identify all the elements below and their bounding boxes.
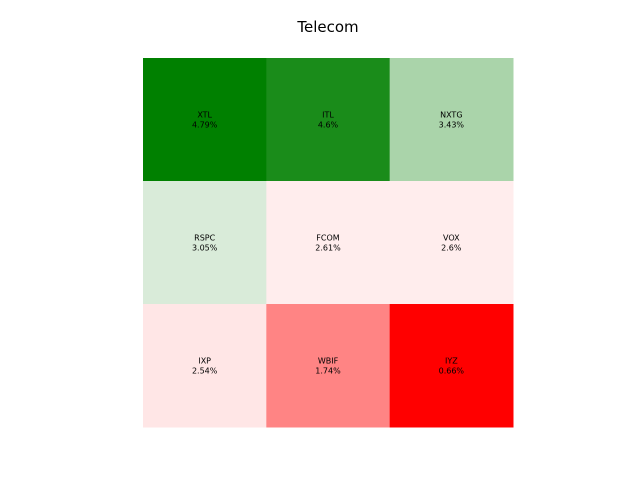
cell-rect-nxtg <box>389 58 514 182</box>
cell-value-rspc: 3.05% <box>192 244 218 253</box>
cell-value-ixp: 2.54% <box>192 367 218 376</box>
cell-rect-wbif <box>266 304 391 428</box>
cell-value-vox: 2.6% <box>441 244 462 253</box>
cell-value-nxtg: 3.43% <box>439 121 465 130</box>
cell-value-iyz: 0.66% <box>439 367 465 376</box>
chart-title: Telecom <box>296 18 358 36</box>
cell-rect-itl <box>266 58 391 182</box>
cell-ticker-rspc: RSPC <box>194 234 215 243</box>
cell-value-xtl: 4.79% <box>192 121 218 130</box>
cell-ticker-vox: VOX <box>443 234 460 243</box>
cell-ticker-nxtg: NXTG <box>440 111 462 120</box>
cell-ticker-fcom: FCOM <box>316 234 339 243</box>
cell-rect-xtl <box>143 58 267 182</box>
cell-rect-ixp <box>143 304 267 428</box>
cell-rect-iyz <box>389 304 514 428</box>
cell-ticker-ixp: IXP <box>198 357 211 366</box>
cell-value-itl: 4.6% <box>318 121 339 130</box>
cell-ticker-iyz: IYZ <box>445 357 458 366</box>
cell-ticker-xtl: XTL <box>197 111 212 120</box>
cells-layer: XTL4.79%ITL4.6%NXTG3.43%RSPC3.05%FCOM2.6… <box>143 58 514 428</box>
cell-ticker-wbif: WBIF <box>318 357 339 366</box>
cell-rect-fcom <box>266 181 391 305</box>
cell-rect-rspc <box>143 181 267 305</box>
cell-rect-vox <box>389 181 514 305</box>
cell-value-fcom: 2.61% <box>315 244 341 253</box>
cell-ticker-itl: ITL <box>322 111 334 120</box>
cell-value-wbif: 1.74% <box>315 367 341 376</box>
